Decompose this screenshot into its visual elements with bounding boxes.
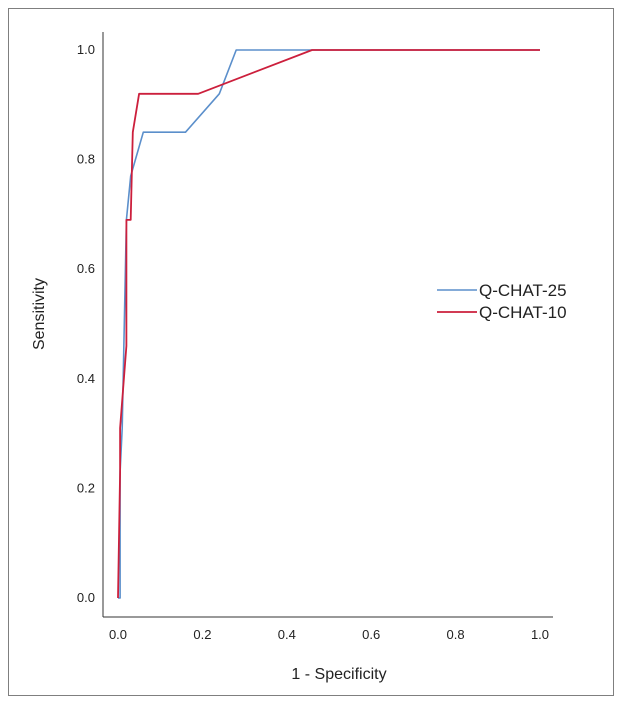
x-axis-title: 1 - Specificity	[291, 666, 386, 683]
series-line-q-chat-25	[118, 49, 540, 599]
legend: Q-CHAT-25 Q-CHAT-10	[437, 281, 567, 322]
y-tick-label: 0.2	[77, 480, 95, 495]
y-tick-label: 0.0	[77, 590, 95, 605]
x-tick-label: 0.0	[109, 627, 127, 642]
x-tick-label: 1.0	[531, 627, 549, 642]
y-tick-label: 0.4	[77, 371, 95, 386]
legend-label: Q-CHAT-25	[479, 281, 567, 300]
x-tick-label: 0.4	[278, 627, 296, 642]
y-tick-label: 0.6	[77, 261, 95, 276]
series-layer	[117, 49, 540, 599]
x-tick-label: 0.2	[193, 627, 211, 642]
y-axis-title: Sensitivity	[31, 278, 48, 350]
axes: 0.0 0.2 0.4 0.6 0.8 1.0 0.0 0.2 0.4 0.6 0.8 1.0	[77, 32, 553, 642]
y-tick-label: 0.8	[77, 152, 95, 167]
x-tick-label: 0.6	[362, 627, 380, 642]
x-tick-label: 0.8	[447, 627, 465, 642]
series-line-q-chat-10	[117, 49, 540, 599]
legend-label: Q-CHAT-10	[479, 303, 567, 322]
chart-frame	[8, 8, 614, 696]
y-tick-label: 1.0	[77, 42, 95, 57]
